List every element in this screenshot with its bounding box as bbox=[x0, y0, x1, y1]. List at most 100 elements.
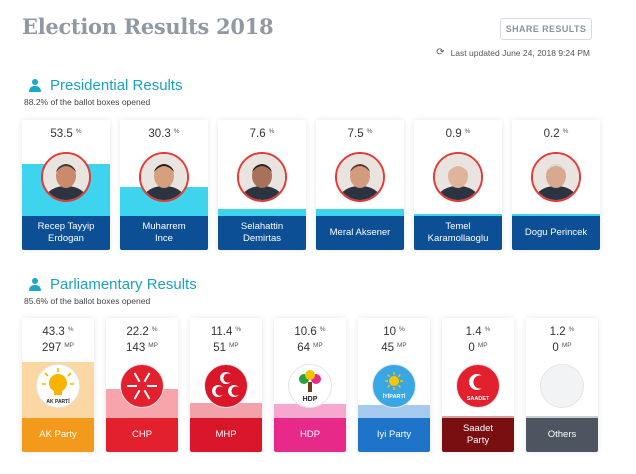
percentage-unit: % bbox=[319, 326, 326, 333]
party-logo: SAADET bbox=[456, 364, 500, 408]
share-results-button[interactable]: SHARE RESULTS bbox=[500, 18, 592, 40]
candidate-name-text: Temel Karamollaoglu bbox=[427, 221, 489, 244]
mp-value: 0 bbox=[468, 342, 475, 354]
percentage-unit: % bbox=[235, 326, 242, 333]
candidate-name-text: Meral Aksener bbox=[329, 227, 391, 239]
mp-value: 297 bbox=[42, 342, 62, 354]
party-name-text: AK Party bbox=[39, 429, 77, 441]
vote-share-fill bbox=[218, 209, 306, 216]
candidate-name: Muharrem Ince bbox=[120, 216, 208, 250]
party-name: HDP bbox=[274, 418, 346, 452]
party-mp-count: 297 MP bbox=[22, 342, 94, 354]
mp-unit: MP bbox=[313, 342, 323, 349]
percentage-unit: % bbox=[173, 128, 180, 135]
candidate-photo bbox=[237, 152, 287, 202]
party-name-text: CHP bbox=[131, 429, 153, 441]
percentage-value: 11.4 bbox=[210, 326, 233, 338]
percentage-unit: % bbox=[67, 326, 74, 333]
party-card[interactable]: 10.6% 64 MP HDP HDP bbox=[274, 318, 346, 452]
mp-unit: MP bbox=[561, 342, 572, 349]
party-mp-count: 45 MP bbox=[358, 342, 430, 354]
party-name-text: Iyi Party bbox=[376, 429, 412, 441]
party-name-text: MHP bbox=[215, 429, 237, 441]
candidate-percentage: 7.6% bbox=[218, 128, 306, 140]
vote-share-fill bbox=[274, 404, 346, 418]
vote-share-fill bbox=[442, 416, 514, 418]
candidate-card[interactable]: 7.5% Meral Aksener bbox=[316, 120, 404, 250]
candidate-percentage: 30.3% bbox=[120, 128, 208, 140]
candidate-photo bbox=[335, 152, 385, 202]
party-mp-count: 0 MP bbox=[526, 342, 598, 354]
mp-value: 45 bbox=[381, 342, 395, 354]
vote-share-fill bbox=[414, 214, 502, 216]
party-card[interactable]: 1.2% 0 MP Others bbox=[526, 318, 598, 452]
svg-text:SAADET: SAADET bbox=[467, 396, 490, 402]
party-logo bbox=[204, 364, 248, 408]
percentage-unit: % bbox=[75, 128, 82, 135]
percentage-value: 22.2 bbox=[126, 326, 149, 338]
candidate-photo bbox=[41, 152, 91, 202]
candidate-card[interactable]: 0.2% Dogu Perincek bbox=[512, 120, 600, 250]
candidate-card[interactable]: 30.3% Muharrem Ince bbox=[120, 120, 208, 250]
mp-value: 0 bbox=[552, 342, 559, 354]
mp-value: 64 bbox=[297, 342, 311, 354]
party-percentage: 43.3% bbox=[22, 326, 94, 338]
candidate-name-text: Recep Tayyip Erdogan bbox=[37, 221, 95, 244]
party-mp-count: 0 MP bbox=[442, 342, 514, 354]
party-name: AK Party bbox=[22, 418, 94, 452]
candidate-card[interactable]: 0.9% Temel Karamollaoglu bbox=[414, 120, 502, 250]
party-mp-count: 143 MP bbox=[106, 342, 178, 354]
page-title: Election Results 2018 bbox=[22, 14, 274, 39]
presidential-subtitle: 88.2% of the ballot boxes opened bbox=[24, 97, 151, 107]
party-card[interactable]: 11.4% 51 MP MHP bbox=[190, 318, 262, 452]
candidate-percentage: 0.2% bbox=[512, 128, 600, 140]
percentage-unit: % bbox=[568, 326, 575, 333]
vote-share-fill bbox=[526, 416, 598, 418]
mp-unit: MP bbox=[397, 342, 407, 349]
party-percentage: 11.4% bbox=[190, 326, 262, 338]
candidate-name: Selahattin Demirtas bbox=[218, 216, 306, 250]
person-icon bbox=[28, 277, 42, 292]
party-card[interactable]: 22.2% 143 MP CHP bbox=[106, 318, 178, 452]
party-card[interactable]: 43.3% 297 MP AK PARTİ AK Party bbox=[22, 318, 94, 452]
percentage-value: 1.2 bbox=[549, 326, 566, 338]
percentage-unit: % bbox=[464, 128, 471, 135]
percentage-value: 1.4 bbox=[465, 326, 482, 338]
candidate-name: Meral Aksener bbox=[316, 216, 404, 250]
percentage-value: 43.3 bbox=[42, 326, 65, 338]
vote-share-fill bbox=[358, 405, 430, 418]
percentage-unit: % bbox=[366, 128, 373, 135]
candidate-card[interactable]: 53.5% Recep Tayyip Erdogan bbox=[22, 120, 110, 250]
last-updated-text: Last updated June 24, 2018 9:24 PM bbox=[450, 47, 590, 58]
party-card[interactable]: 1.4% 0 MP SAADET Saadet Party bbox=[442, 318, 514, 452]
candidate-name-text: Dogu Perincek bbox=[524, 227, 588, 239]
party-logo: HDP bbox=[288, 364, 332, 408]
presidential-title: Presidential Results bbox=[50, 77, 183, 94]
last-updated: ⟳ Last updated June 24, 2018 9:24 PM bbox=[436, 47, 590, 58]
mp-unit: MP bbox=[148, 342, 158, 349]
party-name: Saadet Party bbox=[442, 418, 514, 452]
mp-value: 51 bbox=[213, 342, 227, 354]
candidate-name-text: Muharrem Ince bbox=[142, 221, 186, 244]
refresh-icon[interactable]: ⟳ bbox=[436, 47, 445, 58]
party-mp-count: 64 MP bbox=[274, 342, 346, 354]
party-percentage: 1.2% bbox=[526, 326, 598, 338]
percentage-value: 53.5 bbox=[50, 128, 73, 140]
vote-share-fill bbox=[316, 209, 404, 216]
candidate-photo bbox=[531, 152, 581, 202]
percentage-unit: % bbox=[484, 326, 491, 333]
party-name: Iyi Party bbox=[358, 418, 430, 452]
party-logo bbox=[540, 364, 584, 408]
candidate-card[interactable]: 7.6% Selahattin Demirtas bbox=[218, 120, 306, 250]
vote-share-fill bbox=[512, 214, 600, 216]
percentage-unit: % bbox=[268, 128, 275, 135]
party-name: CHP bbox=[106, 418, 178, 452]
percentage-value: 10.6 bbox=[294, 326, 317, 338]
mp-unit: MP bbox=[64, 342, 74, 349]
candidate-name: Recep Tayyip Erdogan bbox=[22, 216, 110, 250]
percentage-value: 7.6 bbox=[249, 128, 266, 140]
svg-text:HDP: HDP bbox=[303, 396, 318, 403]
party-card[interactable]: 10% 45 MP İYİPARTİ Iyi Party bbox=[358, 318, 430, 452]
party-name-text: Others bbox=[547, 429, 577, 441]
mp-unit: MP bbox=[477, 342, 488, 349]
